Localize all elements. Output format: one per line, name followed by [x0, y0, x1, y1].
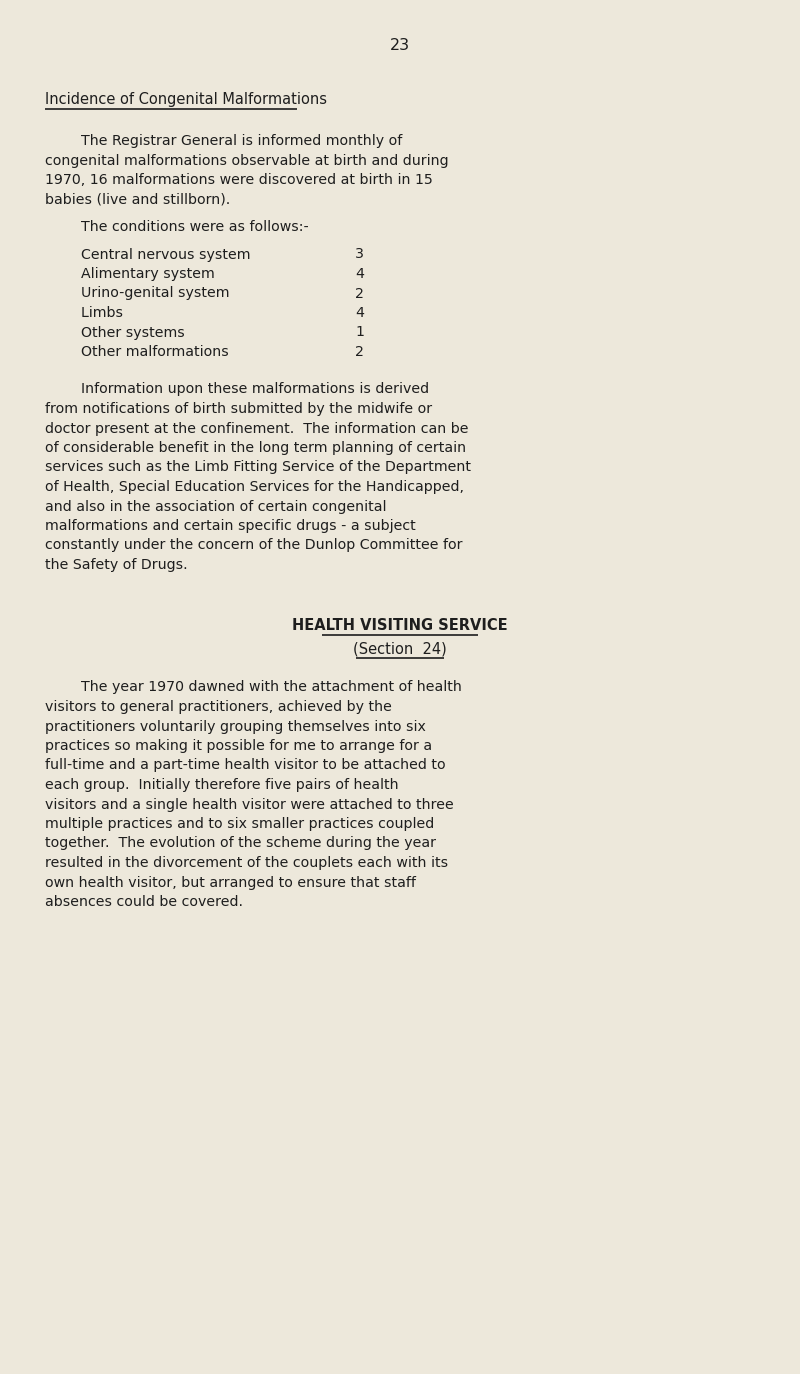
Text: multiple practices and to six smaller practices coupled: multiple practices and to six smaller pr… — [45, 818, 434, 831]
Text: Other malformations: Other malformations — [45, 345, 229, 359]
Text: 3: 3 — [355, 247, 364, 261]
Text: babies (live and stillborn).: babies (live and stillborn). — [45, 192, 230, 206]
Text: the Safety of Drugs.: the Safety of Drugs. — [45, 558, 188, 572]
Text: The conditions were as follows:-: The conditions were as follows:- — [45, 220, 309, 234]
Text: practitioners voluntarily grouping themselves into six: practitioners voluntarily grouping thems… — [45, 720, 426, 734]
Text: Information upon these malformations is derived: Information upon these malformations is … — [45, 382, 429, 397]
Text: and also in the association of certain congenital: and also in the association of certain c… — [45, 500, 386, 514]
Text: The year 1970 dawned with the attachment of health: The year 1970 dawned with the attachment… — [45, 680, 462, 694]
Text: Other systems: Other systems — [45, 326, 185, 339]
Text: constantly under the concern of the Dunlop Committee for: constantly under the concern of the Dunl… — [45, 539, 462, 552]
Text: 4: 4 — [355, 306, 364, 320]
Text: 1970, 16 malformations were discovered at birth in 15: 1970, 16 malformations were discovered a… — [45, 173, 433, 187]
Text: from notifications of birth submitted by the midwife or: from notifications of birth submitted by… — [45, 403, 432, 416]
Text: Urino-genital system: Urino-genital system — [45, 287, 230, 301]
Text: congenital malformations observable at birth and during: congenital malformations observable at b… — [45, 154, 449, 168]
Text: resulted in the divorcement of the couplets each with its: resulted in the divorcement of the coupl… — [45, 856, 448, 870]
Text: 2: 2 — [355, 345, 364, 359]
Text: The Registrar General is informed monthly of: The Registrar General is informed monthl… — [45, 135, 402, 148]
Text: 23: 23 — [390, 38, 410, 54]
Text: visitors to general practitioners, achieved by the: visitors to general practitioners, achie… — [45, 699, 392, 714]
Text: 4: 4 — [355, 267, 364, 282]
Text: 1: 1 — [355, 326, 364, 339]
Text: Central nervous system: Central nervous system — [45, 247, 250, 261]
Text: absences could be covered.: absences could be covered. — [45, 894, 243, 910]
Text: services such as the Limb Fitting Service of the Department: services such as the Limb Fitting Servic… — [45, 460, 471, 474]
Text: 2: 2 — [355, 287, 364, 301]
Text: visitors and a single health visitor were attached to three: visitors and a single health visitor wer… — [45, 797, 454, 812]
Text: Limbs: Limbs — [45, 306, 123, 320]
Text: Incidence of Congenital Malformations: Incidence of Congenital Malformations — [45, 92, 327, 107]
Text: doctor present at the confinement.  The information can be: doctor present at the confinement. The i… — [45, 422, 469, 436]
Text: malformations and certain specific drugs - a subject: malformations and certain specific drugs… — [45, 519, 416, 533]
Text: of considerable benefit in the long term planning of certain: of considerable benefit in the long term… — [45, 441, 466, 455]
Text: each group.  Initially therefore five pairs of health: each group. Initially therefore five pai… — [45, 778, 398, 791]
Text: (Section  24): (Section 24) — [353, 642, 447, 655]
Text: together.  The evolution of the scheme during the year: together. The evolution of the scheme du… — [45, 837, 436, 851]
Text: practices so making it possible for me to arrange for a: practices so making it possible for me t… — [45, 739, 432, 753]
Text: full-time and a part-time health visitor to be attached to: full-time and a part-time health visitor… — [45, 758, 446, 772]
Text: own health visitor, but arranged to ensure that staff: own health visitor, but arranged to ensu… — [45, 875, 416, 889]
Text: of Health, Special Education Services for the Handicapped,: of Health, Special Education Services fo… — [45, 480, 464, 495]
Text: Alimentary system: Alimentary system — [45, 267, 214, 282]
Text: HEALTH VISITING SERVICE: HEALTH VISITING SERVICE — [292, 617, 508, 632]
